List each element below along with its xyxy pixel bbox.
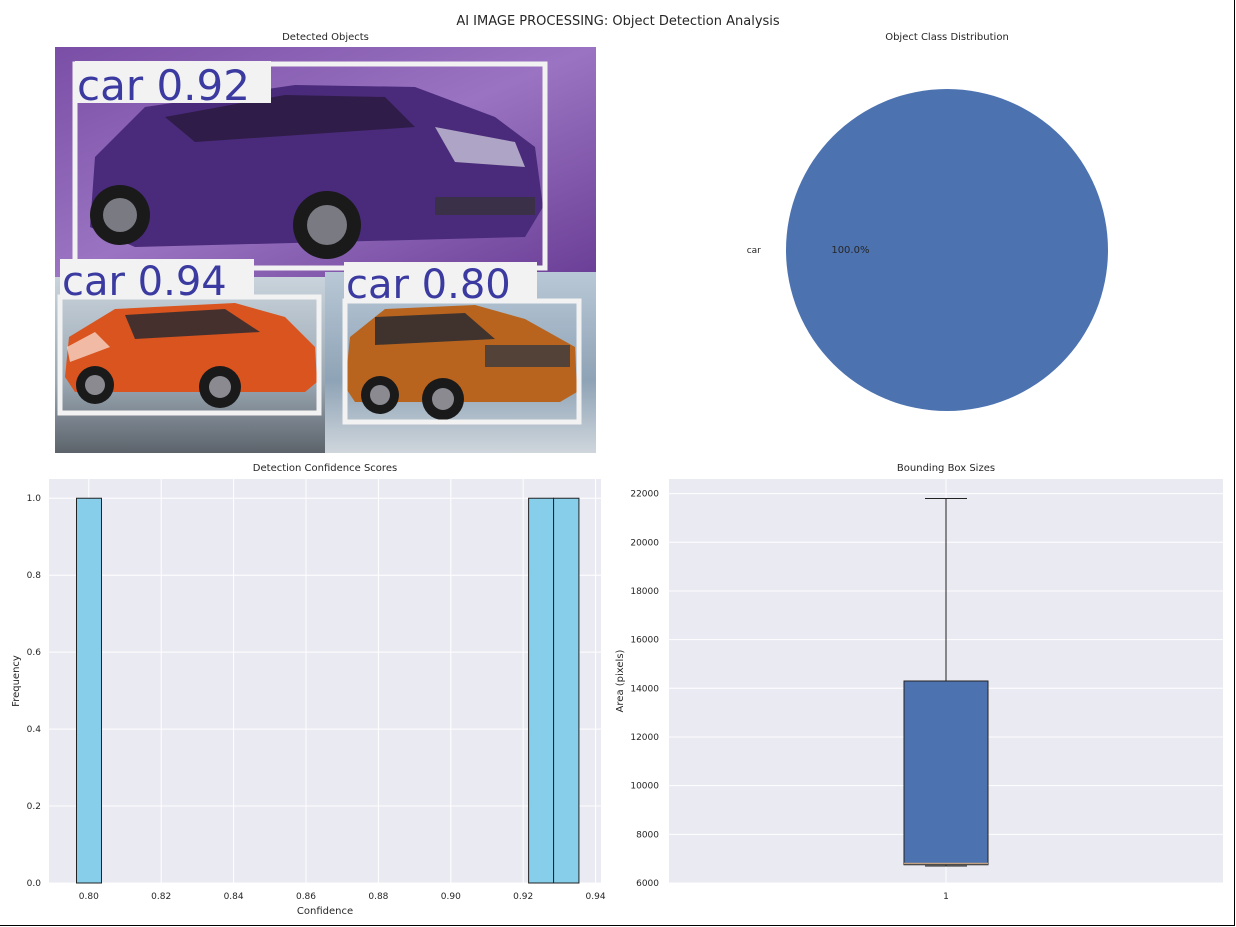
boxplot-y-tick-label: 12000 <box>630 733 659 743</box>
boxplot-y-ticks: 6000 8000 10000 12000 14000 16000 18000 20000 22… <box>630 490 659 889</box>
car-orange <box>65 303 317 408</box>
boxplot-box <box>903 680 989 866</box>
boxplot-x-tick-label: 1 <box>943 892 949 902</box>
histogram-x-tick-label: 0.84 <box>224 892 244 902</box>
boxplot-chart: 1 6000 8000 10000 12000 14000 16000 18000 20000… <box>615 479 1223 902</box>
boxplot-y-tick-label: 20000 <box>630 538 659 548</box>
boxplot-y-tick-label: 16000 <box>630 636 659 646</box>
boxplot-y-tick-label: 10000 <box>630 782 659 792</box>
detected-objects-scene: car 0.92 car 0.94 car 0.80 <box>55 47 596 453</box>
boxplot-y-tick-label: 18000 <box>630 587 659 597</box>
pie-slice-label: car <box>747 246 761 256</box>
boxplot-y-tick-label: 14000 <box>630 684 659 694</box>
histogram-plot-area <box>49 479 601 883</box>
pie-slice-car <box>786 89 1108 411</box>
boxplot-y-tick-label: 8000 <box>636 830 659 840</box>
histogram-x-tick-label: 0.92 <box>513 892 533 902</box>
histogram-y-tick-label: 0.6 <box>27 648 42 658</box>
pie-chart-title: Object Class Distribution <box>885 32 1009 43</box>
image-panel-title: Detected Objects <box>282 32 369 43</box>
histogram-chart: 0.80 0.82 0.84 0.86 0.88 0.90 0.92 0.94 0.00.20… <box>11 479 606 917</box>
histogram-y-tick-label: 1.0 <box>27 494 42 504</box>
boxplot-title: Bounding Box Sizes <box>896 463 996 474</box>
histogram-x-tick-label: 0.90 <box>441 892 461 902</box>
detection-label-3: car 0.80 <box>346 262 511 308</box>
histogram-x-tick-label: 0.80 <box>79 892 99 902</box>
histogram-y-ticks: 0.0 0.2 0.4 0.6 0.8 1.0 <box>27 494 42 889</box>
histogram-x-tick-label: 0.82 <box>151 892 171 902</box>
histogram-title: Detection Confidence Scores <box>252 463 398 474</box>
histogram-y-tick-label: 0.4 <box>27 725 42 735</box>
boxplot-x-ticks: 1 <box>943 892 949 902</box>
histogram-bars <box>76 497 580 884</box>
histogram-bar <box>76 497 102 884</box>
pie-chart: car 100.0% <box>747 89 1108 411</box>
histogram-y-axis-label: Frequency <box>11 655 22 707</box>
figure-title: AI IMAGE PROCESSING: Object Detection An… <box>456 14 780 29</box>
car-purple <box>90 85 543 259</box>
detected-objects-image: car 0.92 car 0.94 car 0.80 <box>55 47 596 453</box>
histogram-bar <box>553 497 580 884</box>
histogram-x-axis-label: Confidence <box>297 906 353 917</box>
detection-label-bg-3 <box>344 262 537 302</box>
boxplot-y-tick-label: 22000 <box>630 490 659 500</box>
histogram-x-ticks: 0.80 0.82 0.84 0.86 0.88 0.90 0.92 0.94 <box>79 892 606 902</box>
car-copper <box>345 305 577 420</box>
detection-label-bg-2 <box>60 259 254 299</box>
histogram-x-tick-label: 0.94 <box>586 892 606 902</box>
histogram-x-tick-label: 0.86 <box>296 892 316 902</box>
boxplot-y-tick-label: 6000 <box>636 879 659 889</box>
pie-slice-percentage: 100.0% <box>831 245 869 256</box>
detection-label-2: car 0.94 <box>62 259 227 305</box>
detection-box-1 <box>72 61 548 271</box>
histogram-y-tick-label: 0.8 <box>27 571 42 581</box>
histogram-x-tick-label: 0.88 <box>368 892 388 902</box>
histogram-grid <box>49 479 601 884</box>
histogram-bar <box>528 497 555 884</box>
detection-label-bg-1 <box>75 61 271 103</box>
boxplot-y-axis-label: Area (pixels) <box>615 649 626 712</box>
histogram-y-tick-label: 0.2 <box>27 802 41 812</box>
histogram-y-tick-label: 0.0 <box>27 879 42 889</box>
detection-label-1: car 0.92 <box>77 61 250 110</box>
boxplot-marks <box>903 497 989 867</box>
